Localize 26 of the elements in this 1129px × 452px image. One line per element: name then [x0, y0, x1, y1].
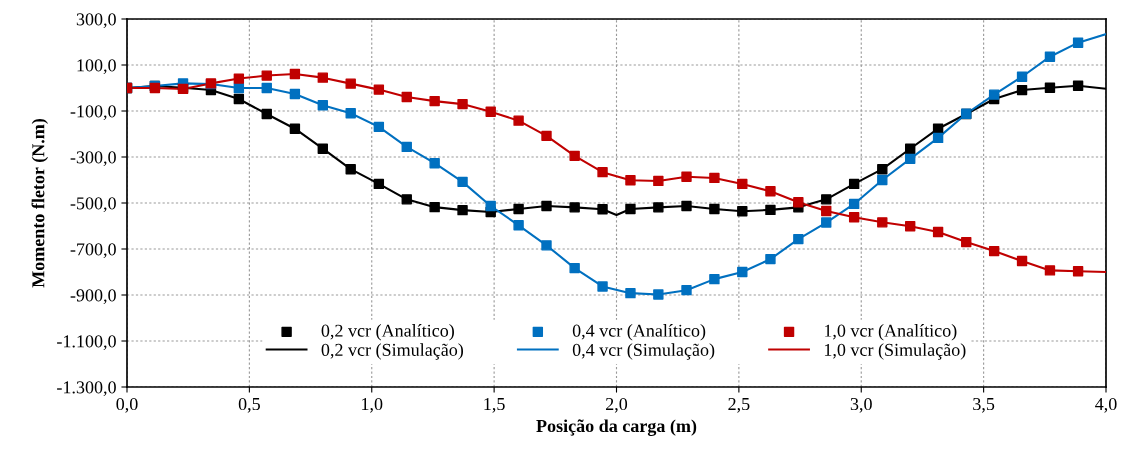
y-tick-label: -100,0	[70, 105, 116, 121]
x-tick-label: 3,0	[850, 397, 872, 413]
legend-label: 1,0 vcr (Analítico)	[824, 324, 957, 341]
x-axis-title: Posição da carga (m)	[536, 419, 697, 436]
y-tick-label: -300,0	[70, 151, 116, 167]
legend-label: 0,4 vcr (Analítico)	[572, 324, 706, 341]
x-tick-label: 1,5	[484, 398, 505, 413]
x-tick-label: 4,0	[1095, 397, 1117, 413]
legend-label: 0,2 vcr (Simulação)	[321, 343, 464, 360]
x-tick-label: 1,0	[362, 397, 383, 413]
x-tick-label: 0,5	[238, 397, 260, 413]
y-tick-label: -900,0	[70, 289, 116, 305]
x-tick-label: 2,5	[728, 397, 750, 413]
x-tick-label: 3,5	[973, 397, 995, 413]
y-axis-title: Momento fletor (N.m)	[31, 118, 49, 288]
legend-label: 1,0 vcr (Simulação)	[824, 343, 966, 360]
x-tick-label: 0,0	[116, 397, 138, 413]
legend-label: 0,4 vcr (Simulação)	[572, 343, 715, 360]
legend-label: 0,2 vcr (Analítico)	[321, 324, 454, 341]
y-tick-label: 100,0	[77, 59, 116, 75]
y-tick-label: -1.100,0	[57, 335, 116, 351]
y-tick-label: -700,0	[70, 243, 116, 259]
x-tick-label: 2,0	[606, 397, 628, 413]
y-tick-label: -1.300,0	[57, 381, 116, 397]
y-tick-label: -500,0	[70, 197, 116, 213]
y-tick-label: 300,0	[76, 13, 116, 29]
